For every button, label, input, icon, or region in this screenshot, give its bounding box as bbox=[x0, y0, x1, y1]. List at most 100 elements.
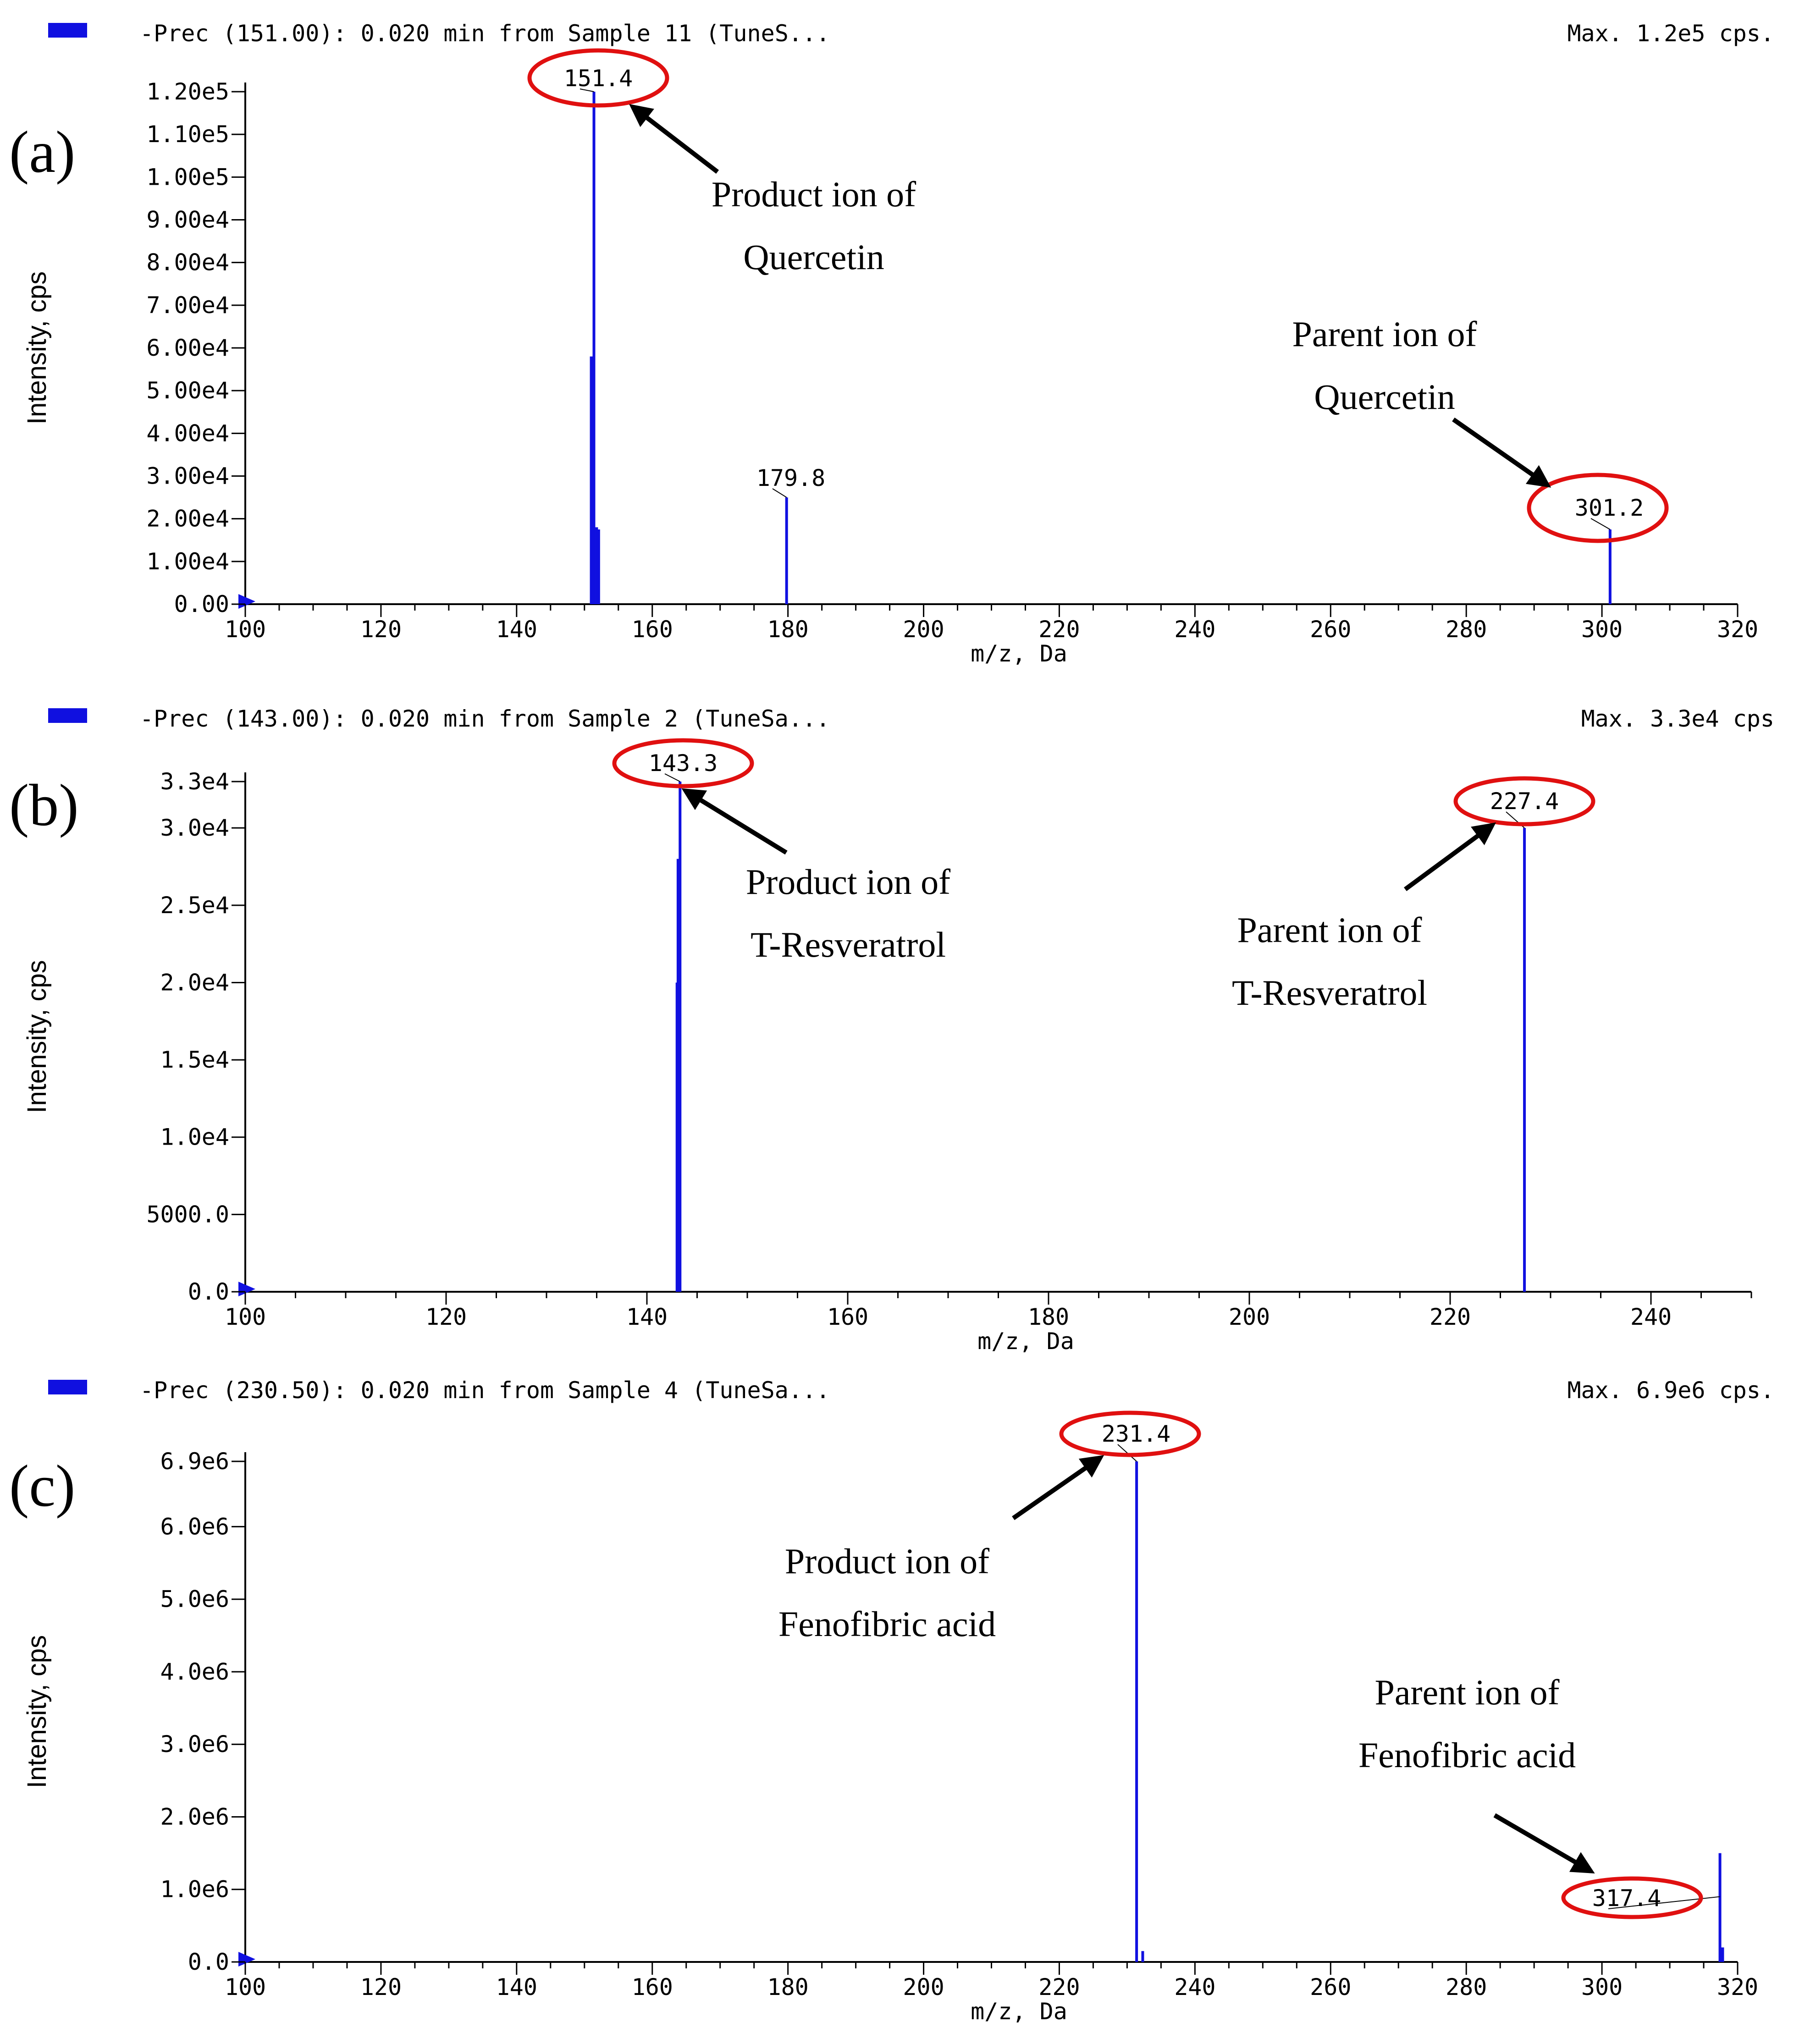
peak-label-leader bbox=[580, 88, 594, 92]
y-tick-label: 1.20e5 bbox=[146, 78, 229, 105]
legend-swatch-icon bbox=[48, 1380, 87, 1394]
x-tick-label: 120 bbox=[360, 1974, 402, 2000]
x-tick-label: 180 bbox=[767, 1974, 808, 2000]
annotation-text: T-Resveratrol bbox=[1232, 973, 1427, 1013]
peak-label: 317.4 bbox=[1592, 1885, 1662, 1912]
x-tick-label: 140 bbox=[626, 1304, 668, 1330]
x-tick-label: 200 bbox=[1229, 1304, 1270, 1330]
y-tick-label: 2.5e4 bbox=[160, 892, 229, 919]
annotation-arrow bbox=[1452, 417, 1551, 488]
y-tick-label: 5.00e4 bbox=[146, 377, 229, 404]
y-tick-label: 4.00e4 bbox=[146, 420, 229, 446]
annotation-arrow bbox=[1012, 1455, 1104, 1521]
y-tick-label: 6.9e6 bbox=[160, 1448, 229, 1475]
x-tick-label: 160 bbox=[827, 1304, 868, 1330]
x-tick-label: 100 bbox=[225, 1304, 266, 1330]
x-tick-label: 140 bbox=[496, 616, 537, 643]
y-tick-label: 3.0e6 bbox=[160, 1731, 229, 1758]
y-tick-label: 1.5e4 bbox=[160, 1047, 229, 1073]
y-tick-label: 6.00e4 bbox=[146, 335, 229, 361]
annotation-text: Parent ion of bbox=[1375, 1672, 1560, 1712]
x-axis-label: m/z, Da bbox=[971, 1998, 1067, 2025]
y-tick-label: 1.0e6 bbox=[160, 1876, 229, 1903]
max-intensity-label: Max. 3.3e4 cps bbox=[1581, 705, 1774, 732]
x-tick-label: 200 bbox=[903, 1974, 944, 2000]
y-tick-label: 6.0e6 bbox=[160, 1513, 229, 1540]
baseline-marker-icon bbox=[238, 594, 255, 609]
baseline-marker-icon bbox=[238, 1952, 255, 1967]
annotation-text: Quercetin bbox=[1314, 377, 1455, 417]
spectrum-header: -Prec (143.00): 0.020 min from Sample 2 … bbox=[140, 705, 830, 732]
legend-swatch-icon bbox=[48, 23, 87, 38]
peak-label-leader bbox=[772, 488, 787, 498]
y-tick-label: 1.0e4 bbox=[160, 1124, 229, 1151]
max-intensity-label: Max. 6.9e6 cps. bbox=[1567, 1377, 1774, 1404]
y-axis-label: Intensity, cps bbox=[22, 1635, 52, 1788]
peak-label: 179.8 bbox=[756, 465, 826, 491]
x-tick-label: 180 bbox=[1028, 1304, 1069, 1330]
y-tick-label: 9.00e4 bbox=[146, 207, 229, 233]
y-tick-label: 3.0e4 bbox=[160, 815, 229, 841]
x-tick-label: 140 bbox=[496, 1974, 537, 2000]
x-tick-label: 100 bbox=[225, 616, 266, 643]
y-tick-label: 3.00e4 bbox=[146, 463, 229, 490]
x-tick-label: 200 bbox=[903, 616, 944, 643]
baseline-marker-icon bbox=[238, 1282, 255, 1296]
x-tick-label: 220 bbox=[1038, 1974, 1080, 2000]
spectrum-panel-a: -Prec (151.00): 0.020 min from Sample 11… bbox=[9, 20, 1774, 667]
spectrum-panel-c: -Prec (230.50): 0.020 min from Sample 4 … bbox=[9, 1377, 1774, 2025]
x-tick-label: 100 bbox=[225, 1974, 266, 2000]
spectrum-header: -Prec (151.00): 0.020 min from Sample 11… bbox=[140, 20, 830, 47]
x-tick-label: 260 bbox=[1310, 616, 1351, 643]
annotation-text: Product ion of bbox=[785, 1541, 989, 1581]
y-tick-label: 0.00 bbox=[174, 591, 229, 617]
annotation-arrow bbox=[681, 788, 788, 855]
x-tick-label: 280 bbox=[1446, 1974, 1487, 2000]
annotation-text: Product ion of bbox=[712, 174, 916, 214]
x-tick-label: 300 bbox=[1581, 1974, 1623, 2000]
x-tick-label: 160 bbox=[632, 1974, 673, 2000]
y-tick-label: 5.0e6 bbox=[160, 1586, 229, 1613]
legend-swatch-icon bbox=[48, 708, 87, 723]
y-tick-label: 7.00e4 bbox=[146, 292, 229, 319]
x-tick-label: 320 bbox=[1717, 616, 1758, 643]
y-axis-label: Intensity, cps bbox=[22, 271, 52, 424]
peak-label-leader bbox=[664, 773, 680, 782]
x-tick-label: 280 bbox=[1446, 616, 1487, 643]
peak-highlight-circle bbox=[612, 738, 754, 788]
annotation-arrow bbox=[1493, 1813, 1595, 1874]
x-tick-label: 220 bbox=[1038, 616, 1080, 643]
annotation-text: Parent ion of bbox=[1292, 314, 1477, 354]
y-tick-label: 3.3e4 bbox=[160, 768, 229, 795]
spectrum-header: -Prec (230.50): 0.020 min from Sample 4 … bbox=[140, 1377, 830, 1404]
annotation-arrow bbox=[629, 104, 719, 174]
peak-highlight-circle bbox=[1527, 473, 1669, 543]
annotation-text: Parent ion of bbox=[1237, 910, 1422, 950]
x-tick-label: 320 bbox=[1717, 1974, 1758, 2000]
peak-highlight-circle bbox=[527, 48, 669, 108]
x-tick-label: 180 bbox=[767, 616, 808, 643]
spectrum-panel-b: -Prec (143.00): 0.020 min from Sample 2 … bbox=[9, 705, 1774, 1355]
peak-label: 301.2 bbox=[1575, 495, 1644, 521]
peak-label: 143.3 bbox=[649, 750, 718, 777]
y-tick-label: 1.10e5 bbox=[146, 121, 229, 148]
panel-letter: (b) bbox=[9, 772, 79, 838]
x-axis-label: m/z, Da bbox=[977, 1328, 1074, 1355]
x-tick-label: 120 bbox=[425, 1304, 467, 1330]
peak-highlight-circle bbox=[1453, 776, 1595, 826]
annotation-text: Quercetin bbox=[743, 237, 884, 277]
y-tick-label: 0.0 bbox=[188, 1949, 229, 1975]
y-axis-label: Intensity, cps bbox=[22, 960, 52, 1113]
x-tick-label: 260 bbox=[1310, 1974, 1351, 2000]
y-tick-label: 1.00e4 bbox=[146, 548, 229, 575]
annotation-text: Fenofibric acid bbox=[1358, 1735, 1576, 1775]
y-tick-label: 1.00e5 bbox=[146, 164, 229, 190]
y-tick-label: 8.00e4 bbox=[146, 249, 229, 276]
peak-highlight-circle bbox=[1561, 1876, 1703, 1919]
x-tick-label: 120 bbox=[360, 616, 402, 643]
x-tick-label: 240 bbox=[1630, 1304, 1672, 1330]
peak-label: 227.4 bbox=[1490, 788, 1559, 815]
x-tick-label: 300 bbox=[1581, 616, 1623, 643]
y-tick-label: 4.0e6 bbox=[160, 1658, 229, 1685]
peak-highlight-circle bbox=[1059, 1410, 1201, 1457]
